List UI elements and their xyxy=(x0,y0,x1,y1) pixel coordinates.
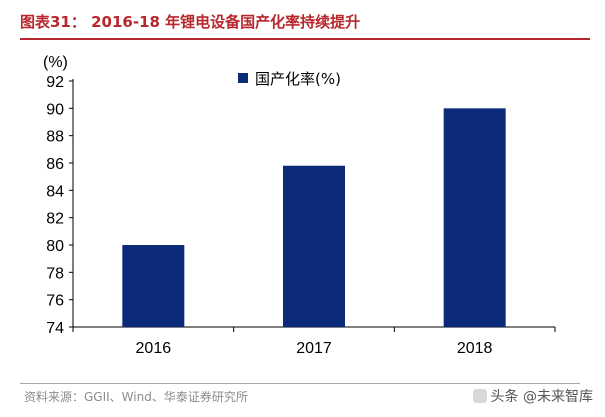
watermark-text: 头条 @未来智库 xyxy=(490,389,593,405)
x-tick-label: 2018 xyxy=(457,340,493,357)
y-axis-label: (%) xyxy=(43,54,68,71)
watermark: 头条 @未来智库 xyxy=(472,386,593,406)
bar-2018 xyxy=(443,108,506,327)
y-tick-label: 92 xyxy=(46,74,64,91)
bars xyxy=(122,108,506,327)
title-bar: 图表31： 2016-18 年锂电设备国产化率持续提升 xyxy=(20,8,590,40)
legend-swatch xyxy=(238,73,248,83)
y-tick-label: 76 xyxy=(46,293,64,310)
y-tick-label: 86 xyxy=(46,156,64,173)
chart-title: 图表31： 2016-18 年锂电设备国产化率持续提升 xyxy=(20,13,361,31)
ticks: 74 76 78 80 82 84 86 88 90 92 2016 2017 2018 xyxy=(46,74,556,357)
x-tick-label: 2016 xyxy=(136,340,172,357)
legend-label: 国产化率(%) xyxy=(255,70,341,88)
y-tick-label: 84 xyxy=(46,183,64,200)
y-tick-label: 82 xyxy=(46,211,64,228)
y-tick-label: 88 xyxy=(46,129,64,146)
x-tick-label: 2017 xyxy=(296,340,332,357)
y-tick-label: 80 xyxy=(46,238,64,255)
legend: 国产化率(%) xyxy=(238,70,341,88)
y-tick-label: 74 xyxy=(46,320,64,337)
watermark-logo-icon xyxy=(472,389,487,403)
bar-2017 xyxy=(283,165,345,327)
source-note: 资料来源：GGII、Wind、华泰证券研究所 xyxy=(24,390,248,404)
y-tick-label: 78 xyxy=(46,265,64,282)
source-divider xyxy=(20,383,580,384)
bar-2016 xyxy=(122,245,185,327)
y-tick-label: 90 xyxy=(46,101,64,118)
bar-chart: (%) 国产化率(%) 74 76 78 80 82 84 86 88 90 92 2016 2017… xyxy=(43,54,556,357)
